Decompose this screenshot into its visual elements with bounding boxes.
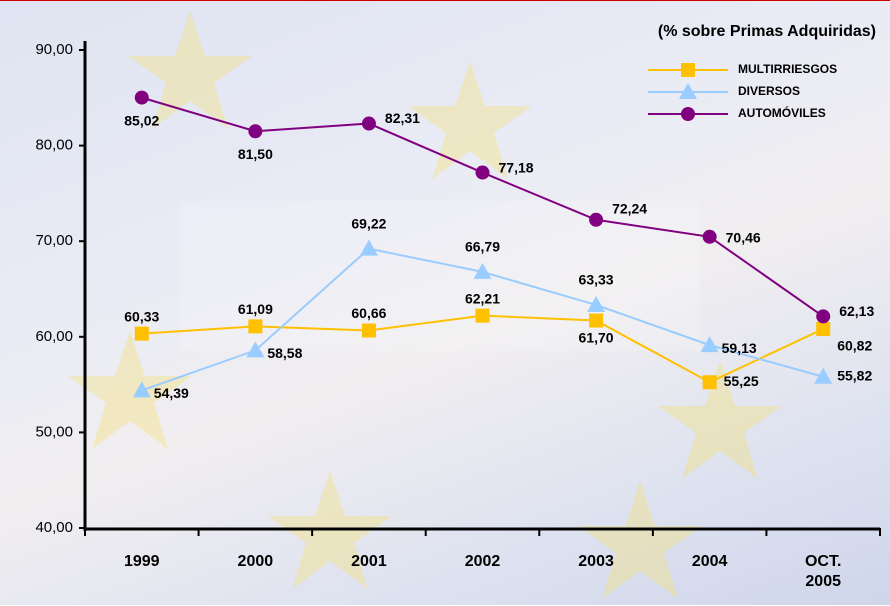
data-label: 55,82 [837, 367, 872, 383]
marker [816, 322, 830, 336]
y-tick-label: 70,00 [35, 232, 73, 249]
y-tick-label: 50,00 [35, 423, 73, 440]
x-tick-label: 2003 [561, 552, 631, 572]
data-label: 66,79 [465, 239, 500, 255]
x-tick-label: 1999 [107, 552, 177, 572]
marker [816, 309, 830, 323]
marker [476, 166, 490, 180]
marker [476, 309, 490, 323]
x-tick-label: 2000 [220, 552, 290, 572]
y-tick-label: 60,00 [35, 328, 73, 345]
data-label: 60,66 [351, 305, 386, 321]
x-tick-label: 2001 [334, 552, 404, 572]
legend-label: DIVERSOS [738, 84, 800, 98]
background-stars [68, 11, 782, 599]
marker [589, 314, 603, 328]
marker [362, 117, 376, 131]
x-tick-label: 2004 [675, 552, 745, 572]
data-label: 70,46 [726, 230, 761, 246]
marker [135, 327, 149, 341]
marker [135, 91, 149, 105]
data-label: 77,18 [499, 159, 534, 175]
data-label: 82,31 [385, 110, 420, 126]
data-label: 62,13 [839, 303, 874, 319]
data-label: 61,09 [238, 301, 273, 317]
x-tick-label: 2002 [448, 552, 518, 572]
marker [703, 230, 717, 244]
y-tick-label: 90,00 [35, 41, 73, 58]
chart-title: (% sobre Primas Adquiridas) [658, 23, 876, 40]
chart: (% sobre Primas Adquiridas) 40,00 50,00 60… [0, 1, 890, 606]
data-label: 63,33 [579, 272, 614, 288]
x-tick-label: OCT. 2005 [788, 552, 858, 592]
y-tick-label: 80,00 [35, 137, 73, 154]
marker [248, 319, 262, 333]
chart-background: (% sobre Primas Adquiridas) 40,00 50,00 60… [0, 0, 890, 605]
marker [248, 124, 262, 138]
legend-label: AUTOMÓVILES [738, 105, 826, 120]
data-label: 55,25 [724, 373, 759, 389]
data-label: 62,21 [465, 290, 500, 306]
marker [362, 323, 376, 337]
marker [589, 213, 603, 227]
data-label: 60,82 [837, 338, 872, 354]
marker [701, 336, 719, 352]
marker [681, 107, 695, 121]
y-tick-label: 40,00 [35, 519, 73, 536]
legend-label: MULTIRRIESGOS [738, 62, 837, 76]
data-label: 60,33 [124, 308, 159, 324]
data-label: 54,39 [154, 385, 189, 401]
data-label: 59,13 [722, 340, 757, 356]
marker [703, 375, 717, 389]
data-label: 81,50 [238, 146, 273, 162]
marker [681, 63, 695, 77]
data-label: 69,22 [351, 215, 386, 231]
data-label: 61,70 [579, 329, 614, 345]
data-label: 72,24 [612, 200, 647, 216]
data-label: 58,58 [267, 345, 302, 361]
data-label: 85,02 [124, 112, 159, 128]
